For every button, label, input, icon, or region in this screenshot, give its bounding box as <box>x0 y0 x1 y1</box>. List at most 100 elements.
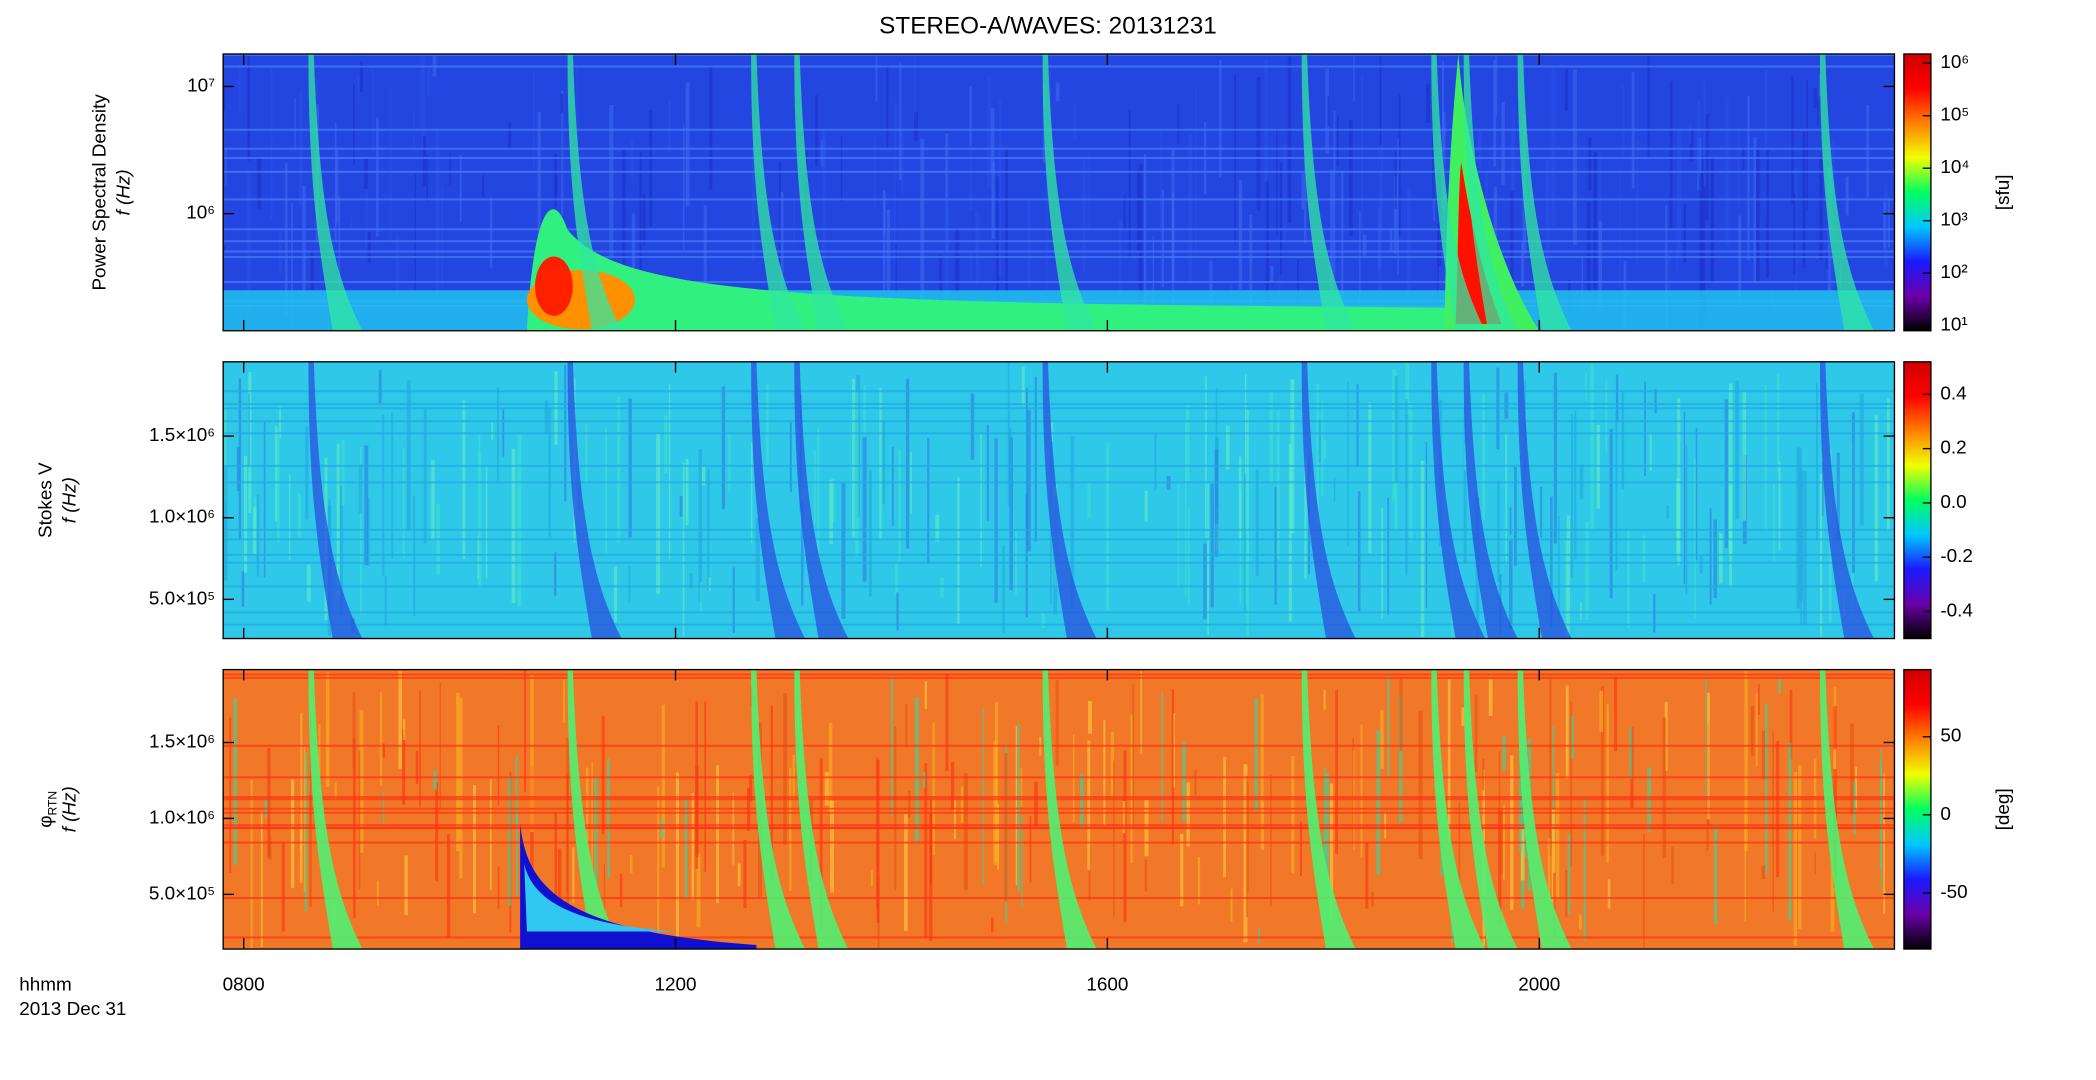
texture <box>376 880 379 906</box>
texture <box>297 493 301 538</box>
texture <box>1766 149 1769 278</box>
texture <box>433 770 437 790</box>
texture <box>829 480 833 544</box>
texture <box>268 835 272 860</box>
burst <box>1042 54 1097 331</box>
texture <box>1021 814 1023 908</box>
texture <box>1555 773 1560 899</box>
texture <box>1359 211 1361 321</box>
texture <box>1510 191 1514 299</box>
texture-band <box>223 744 1895 747</box>
x-tick-label: 0800 <box>223 974 265 995</box>
texture <box>1677 129 1681 256</box>
texture <box>893 102 897 245</box>
texture <box>1255 469 1259 577</box>
burst <box>1431 361 1486 639</box>
texture <box>822 129 827 305</box>
texture <box>398 671 402 769</box>
burst <box>567 54 622 331</box>
texture <box>544 400 549 433</box>
texture <box>1799 448 1802 624</box>
texture <box>382 414 385 576</box>
texture <box>367 231 371 264</box>
texture-band <box>223 420 1895 423</box>
texture <box>419 690 421 808</box>
texture <box>1710 157 1715 283</box>
burst <box>1431 669 1486 950</box>
texture <box>1005 147 1008 296</box>
texture <box>1796 446 1801 609</box>
texture <box>1621 389 1625 489</box>
texture <box>548 407 551 537</box>
texture <box>914 54 916 121</box>
texture <box>1177 484 1180 588</box>
y-tick-label: 1.5×10⁶ <box>149 425 215 446</box>
texture <box>489 778 492 891</box>
texture <box>945 197 949 315</box>
texture-band <box>223 673 1895 676</box>
texture <box>1825 251 1829 270</box>
texture <box>422 135 427 187</box>
texture <box>986 424 989 522</box>
texture <box>1514 467 1517 566</box>
texture <box>1694 457 1696 618</box>
texture <box>1118 219 1122 307</box>
texture-band <box>223 432 1895 435</box>
texture <box>1778 679 1782 694</box>
texture <box>1886 398 1890 532</box>
texture <box>515 810 519 897</box>
texture <box>1622 85 1625 155</box>
texture <box>1850 723 1854 815</box>
texture <box>358 464 363 514</box>
texture <box>1184 423 1187 595</box>
texture <box>1866 104 1870 198</box>
texture <box>914 112 919 141</box>
texture <box>630 140 634 182</box>
texture <box>1362 234 1367 256</box>
texture <box>402 729 406 805</box>
colorbar-tick-label: 10⁵ <box>1940 105 1969 126</box>
texture <box>1002 545 1005 634</box>
texture <box>1742 392 1747 521</box>
texture <box>1495 56 1498 116</box>
texture <box>1644 381 1646 477</box>
burst <box>1517 54 1572 331</box>
spectrogram <box>223 669 1895 950</box>
texture <box>358 750 361 890</box>
texture <box>1205 376 1207 539</box>
texture <box>1238 456 1242 539</box>
burst <box>1042 361 1097 639</box>
texture <box>789 767 792 891</box>
texture <box>563 678 566 724</box>
burst <box>524 864 676 932</box>
texture <box>1666 505 1669 520</box>
colorbar-tick-label: 0.4 <box>1940 383 1966 404</box>
texture <box>783 693 788 846</box>
texture <box>352 692 356 769</box>
texture <box>299 825 303 883</box>
texture <box>223 110 226 246</box>
texture <box>1671 846 1674 884</box>
texture-band <box>223 481 1895 484</box>
burst <box>794 669 849 950</box>
texture <box>619 873 623 908</box>
texture <box>668 101 672 152</box>
texture <box>248 393 250 465</box>
texture <box>824 772 829 806</box>
texture <box>1333 110 1336 278</box>
texture <box>1041 612 1046 629</box>
texture <box>1329 783 1334 922</box>
texture <box>1173 713 1175 788</box>
texture <box>1246 409 1249 561</box>
texture <box>427 68 431 97</box>
texture <box>1426 83 1430 123</box>
texture <box>1079 773 1084 830</box>
texture <box>876 759 880 923</box>
texture <box>929 813 933 942</box>
texture <box>472 785 476 914</box>
texture <box>1368 402 1372 554</box>
texture <box>1729 484 1732 588</box>
texture <box>1301 173 1305 210</box>
texture <box>1357 491 1361 612</box>
texture <box>1689 129 1694 162</box>
